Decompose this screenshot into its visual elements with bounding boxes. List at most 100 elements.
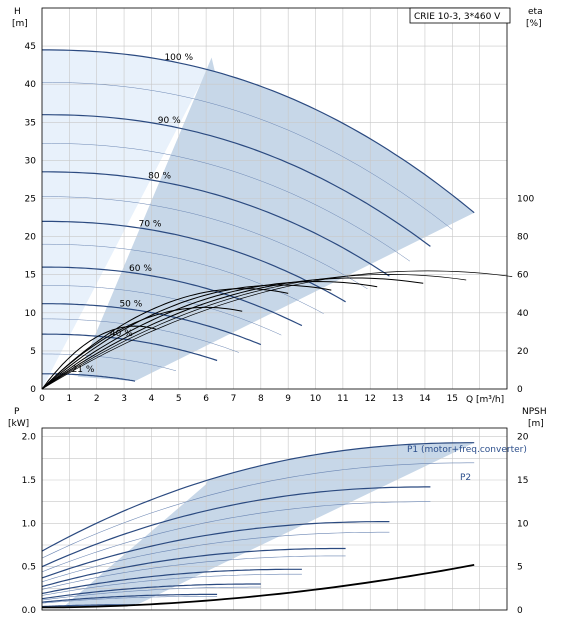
h-axis-label: H: [14, 7, 21, 17]
q-tick-label: 1: [66, 394, 72, 404]
p1-curve-60pct: [41, 568, 302, 595]
eta-curve-80pct: [41, 277, 424, 390]
speed-label: 100 %: [164, 53, 193, 63]
q-tick-label: 8: [258, 394, 264, 404]
eta-tick-label: 60: [517, 271, 529, 281]
eta-tick-label: 20: [517, 347, 529, 357]
p1-curve-90pct: [41, 486, 431, 568]
hq-intermediate-curve: [42, 243, 324, 314]
q-tick-label: 2: [94, 394, 100, 404]
p-tick-label: 0.5: [22, 563, 36, 573]
p1-curve-21pct: [42, 604, 135, 608]
q-axis-label: Q [m³/h]: [466, 395, 504, 405]
p1-curve-70pct: [41, 547, 346, 588]
q-tick-label: 10: [310, 394, 322, 404]
p-tick-label: 1.0: [22, 519, 37, 529]
eta-axis-label: eta: [528, 7, 543, 17]
eta-curve-60pct: [41, 284, 332, 390]
hq-curve-100pct: [42, 49, 475, 214]
hq-curve-50pct: [42, 303, 262, 346]
h-axis-unit: [m]: [12, 19, 28, 29]
speed-label: 40 %: [110, 329, 133, 339]
npsh-tick-label: 10: [517, 519, 529, 529]
eta-curve-40pct: [41, 306, 243, 390]
top-plot-frame: [41, 7, 508, 390]
npsh-tick-label: 0: [517, 606, 523, 616]
p-tick-label: 2.0: [22, 433, 37, 443]
speed-label: 21 %: [72, 365, 95, 375]
p-tick-label: 1.5: [22, 476, 36, 486]
performance-curves: [41, 49, 513, 609]
speed-label: 70 %: [139, 220, 162, 230]
eta-curve-21pct: [41, 325, 157, 390]
q-tick-label: 4: [149, 394, 155, 404]
q-tick-label: 13: [392, 394, 403, 404]
q-tick-label: 14: [419, 394, 431, 404]
p2-series-label: P2: [460, 473, 471, 483]
q-tick-label: 12: [365, 394, 376, 404]
eta-tick-label: 40: [517, 309, 529, 319]
power-operating-region: [63, 442, 475, 607]
q-tick-label: 15: [447, 394, 458, 404]
hq-curve-70pct: [42, 220, 346, 303]
h-tick-label: 45: [25, 42, 36, 52]
hq-intermediate-curve: [42, 143, 411, 262]
p2-curve-60pct: [41, 573, 302, 596]
hq-intermediate-curve: [42, 196, 368, 290]
eta-tick-label: 80: [517, 233, 529, 243]
eta-tick-label: 100: [517, 195, 534, 205]
q-tick-label: 5: [176, 394, 182, 404]
npsh-axis-unit: [m]: [528, 419, 544, 429]
h-tick-label: 20: [25, 233, 37, 243]
hq-curve-40pct: [42, 333, 218, 362]
h-tick-label: 25: [25, 195, 36, 205]
p-axis-label: P: [14, 407, 20, 417]
npsh-curve: [42, 564, 475, 609]
model-label-box: CRIE 10-3, 3*460 V: [409, 7, 511, 24]
q-tick-label: 3: [121, 394, 127, 404]
p2-curve-70pct: [41, 555, 346, 590]
q-tick-label: 7: [231, 394, 237, 404]
eta-curve-90pct: [41, 274, 467, 390]
h-tick-label: 30: [25, 156, 37, 166]
hq-curve-90pct: [42, 114, 431, 247]
eta-curve-100pct: [41, 270, 513, 390]
speed-label: 80 %: [148, 171, 171, 181]
h-tick-label: 40: [25, 80, 37, 90]
operating-regions: [42, 49, 475, 607]
hq-curve-60pct: [42, 266, 303, 327]
npsh-tick-label: 5: [517, 563, 523, 573]
p2-curve-100pct: [41, 462, 475, 559]
p2-curve-80pct: [41, 531, 390, 583]
speed-label: 60 %: [129, 264, 152, 274]
hq-intermediate-curve: [42, 285, 282, 336]
eta-axis-unit: [%]: [526, 19, 542, 29]
eta-curve-50pct: [41, 288, 289, 390]
p2-curve-50pct: [41, 586, 261, 601]
h-tick-label: 35: [25, 118, 36, 128]
h-tick-label: 0: [30, 385, 36, 395]
speed-label: 90 %: [158, 116, 181, 126]
q-tick-label: 9: [285, 394, 291, 404]
p1-curve-80pct: [41, 521, 390, 579]
q-tick-label: 6: [203, 394, 209, 404]
p1-series-label: P1 (motor+freq.converter): [407, 445, 527, 455]
p2-curve-90pct: [41, 501, 431, 573]
eta-curve-70pct: [41, 280, 378, 390]
p-tick-label: 0.0: [22, 606, 37, 616]
npsh-tick-label: 15: [517, 476, 528, 486]
npsh-tick-label: 20: [517, 433, 529, 443]
h-tick-label: 15: [25, 271, 36, 281]
q-tick-label: 11: [337, 394, 348, 404]
h-tick-label: 5: [30, 347, 36, 357]
q-tick-label: 0: [39, 394, 45, 404]
hq-intermediate-curve: [41, 353, 177, 372]
model-label: CRIE 10-3, 3*460 V: [414, 12, 501, 22]
speed-label: 50 %: [119, 299, 142, 309]
hq-curve-80pct: [42, 171, 390, 277]
eta-tick-label: 0: [517, 385, 523, 395]
bottom-plot-frame: [41, 427, 508, 611]
